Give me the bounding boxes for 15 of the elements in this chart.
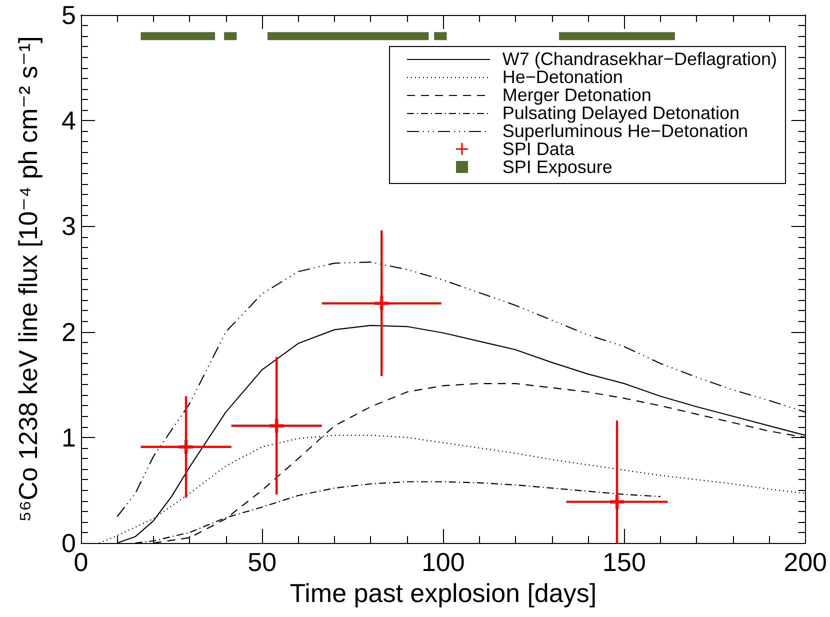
y-tick-label: 2 [62, 316, 76, 347]
y-tick-label: 3 [62, 211, 76, 242]
x-tick-label: 100 [421, 547, 465, 577]
x-tick-label: 50 [248, 547, 277, 577]
y-tick-label: 0 [62, 528, 76, 558]
x-tick-label: 200 [784, 547, 828, 577]
legend-label: W7 (Chandrasekhar−Deflagration) [502, 49, 777, 69]
y-tick-label: 4 [62, 106, 76, 136]
y-axis-title: ⁵⁶Co 1238 keV line flux [10⁻⁴ ph cm⁻² s⁻¹] [13, 36, 43, 522]
x-axis-title: Time past explosion [days] [290, 578, 597, 608]
y-tick-label: 5 [62, 0, 76, 30]
legend-label: SPI Exposure [502, 157, 612, 177]
legend-label: Merger Detonation [502, 85, 652, 105]
x-tick-label: 150 [602, 547, 646, 577]
y-tick-label: 1 [62, 422, 76, 452]
